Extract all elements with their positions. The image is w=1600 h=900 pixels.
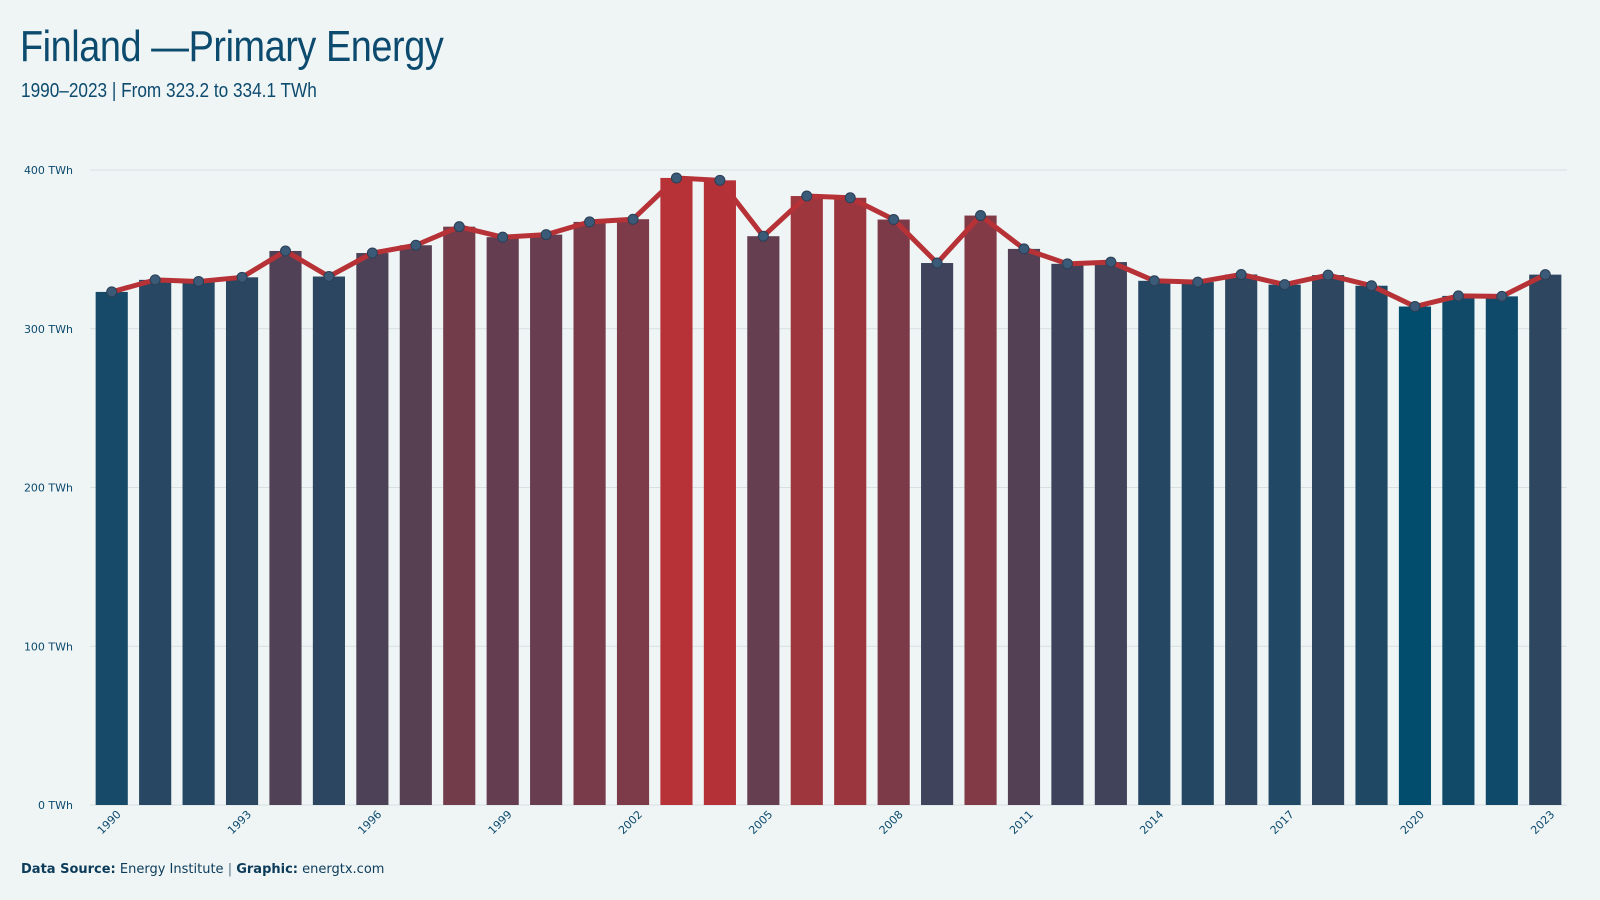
y-tick-label: 300 TWh [24,323,73,336]
point-2020 [1409,301,1421,313]
bar-1999 [486,237,519,805]
x-tick-label: 2014 [1137,808,1166,837]
bar-series [95,177,1562,806]
bar-2016 [1225,274,1258,805]
bar-1994 [269,250,302,805]
bar-2004 [703,180,736,806]
bar-2002 [616,219,650,805]
bar-2003 [660,177,693,805]
bar-1992 [182,281,215,805]
y-tick-label: 200 TWh [24,482,73,495]
point-2019 [1366,280,1378,292]
chart-title: Finland —Primary Energy [20,22,444,71]
bar-2010 [964,215,997,805]
point-2004 [714,174,726,186]
bar-1991 [139,279,172,806]
x-tick-label: 2017 [1268,808,1297,837]
point-2005 [757,230,769,242]
y-axis-tick-labels: 0 TWh 100 TWh 200 TWh 300 TWh 400 TWh [24,164,73,812]
point-2010 [975,210,987,222]
point-1990 [106,286,118,298]
bar-1998 [443,226,476,805]
x-tick-label: 2005 [746,808,775,837]
point-1998 [453,221,465,233]
point-1993 [236,271,248,283]
y-tick-label: 0 TWh [38,799,73,812]
bar-2015 [1181,282,1214,805]
source-value: Energy Institute [119,862,224,877]
point-1994 [279,245,291,257]
point-2017 [1279,279,1291,291]
bar-2020 [1398,306,1432,805]
point-2022 [1496,290,1508,302]
point-2009 [931,257,943,269]
point-1995 [323,271,335,283]
bar-2009 [921,263,954,806]
point-1992 [193,275,205,287]
x-axis-tick-labels: 1990 1993 1996 1999 2002 2005 2008 2011 2014 2017… [95,808,1558,837]
point-2021 [1452,290,1464,302]
point-2000 [540,229,552,241]
x-tick-label: 2002 [616,808,645,837]
bar-2000 [530,234,563,805]
point-2011 [1018,243,1030,255]
source-label: Data Source: [21,862,116,877]
graphic-label: Graphic: [236,862,298,877]
x-tick-label: 1996 [355,808,384,837]
bar-2011 [1007,248,1041,805]
point-2015 [1192,276,1204,288]
bar-2006 [790,196,823,805]
bar-2005 [747,236,780,806]
point-2013 [1105,256,1117,268]
bar-2022 [1485,296,1518,805]
bar-2018 [1312,275,1345,805]
x-tick-label: 2008 [877,808,906,837]
bar-2014 [1138,280,1171,805]
bar-1990 [95,291,128,805]
footer-credits: Data Source: Energy Institute | Graphic:… [21,862,384,877]
point-2006 [801,190,813,202]
point-1999 [497,231,509,243]
x-tick-label: 1990 [95,808,124,837]
point-2014 [1148,275,1160,287]
bar-2013 [1094,262,1127,805]
bar-2001 [573,221,606,805]
bar-1993 [225,277,259,805]
point-2003 [670,172,682,184]
bar-2007 [834,197,867,805]
point-2018 [1322,269,1334,281]
point-2008 [888,214,900,226]
point-2012 [1061,258,1073,270]
bar-2012 [1051,263,1084,805]
bar-2008 [877,219,910,805]
bar-2017 [1268,284,1301,805]
bar-2019 [1355,285,1388,805]
bar-1996 [356,253,389,805]
point-2007 [844,192,856,204]
y-tick-label: 100 TWh [24,640,73,653]
point-1991 [149,274,161,286]
bar-1995 [312,276,345,805]
point-1997 [410,239,422,251]
point-2016 [1235,268,1247,280]
y-tick-label: 400 TWh [24,164,73,177]
line-series [106,172,1551,313]
x-tick-label: 2023 [1528,808,1557,837]
x-tick-label: 1993 [225,808,254,837]
graphic-value: energtx.com [302,862,385,877]
point-2002 [627,213,639,225]
bar-1997 [399,245,432,805]
bar-2023 [1529,274,1562,806]
point-2001 [584,216,596,228]
x-tick-label: 2020 [1398,808,1427,837]
x-tick-label: 1999 [486,808,515,837]
point-2023 [1539,269,1551,281]
chart-subtitle: 1990–2023 | From 323.2 to 334.1 TWh [21,80,317,102]
x-tick-label: 2011 [1007,808,1036,837]
footer-separator: | [227,862,233,877]
trend-line [109,175,1548,310]
point-1996 [366,247,378,259]
bar-2021 [1442,295,1475,805]
